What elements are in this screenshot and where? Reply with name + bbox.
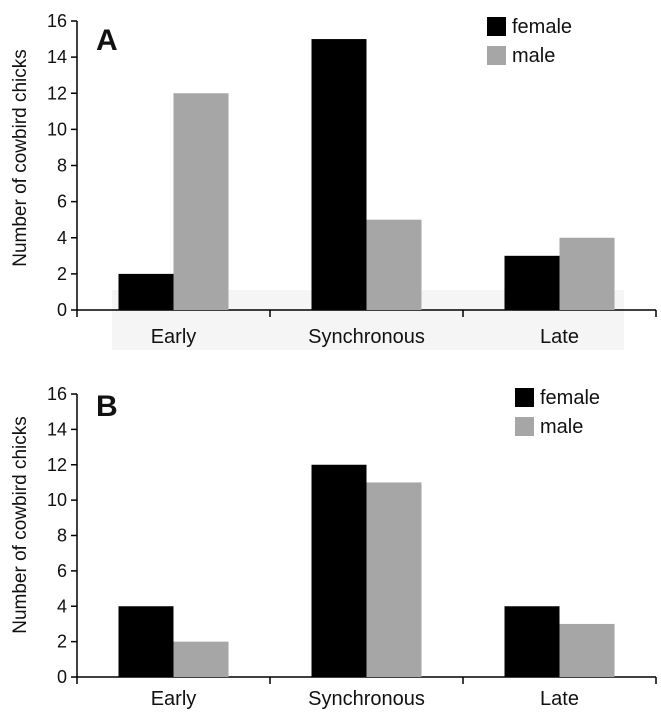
x-tick-label: Late [540,326,579,348]
y-tick-label: 14 [47,47,67,67]
panel-label: B [96,390,118,423]
y-tick-label: 2 [57,632,67,652]
bar-male-early [173,641,229,677]
x-tick-label: Early [151,326,197,348]
chart-b-svg: 0 2 4 6 8 10 12 14 16 Early Synchronous Late Number … [10,384,657,710]
y-tick-label: 10 [47,119,67,139]
y-tick-label: 10 [47,490,67,510]
x-tick-label: Synchronous [308,326,425,348]
bar-female-late [504,606,560,677]
legend-label-female: female [540,387,600,409]
y-tick-label: 8 [57,526,67,546]
legend-label-female: female [512,16,572,38]
y-tick-label: 2 [57,264,67,284]
y-tick-label: 14 [47,419,67,439]
bar-female-early [118,606,174,677]
legend-swatch-female [515,388,534,407]
bar-male-early [173,93,229,310]
legend-swatch-male [515,417,534,436]
y-tick-label: 6 [57,192,67,212]
y-tick-label: 12 [47,83,67,103]
y-axis-label: Number of cowbird chicks [10,49,31,267]
x-tick-label: Late [540,688,579,710]
y-tick-label: 4 [57,228,67,248]
y-tick-label: 12 [47,455,67,475]
y-tick-label: 8 [57,156,67,176]
panel-label: A [96,24,118,57]
y-tick-label: 4 [57,596,67,616]
bar-female-late [504,255,560,310]
legend-swatch-female [487,17,506,36]
bar-male-synchronous [366,219,422,310]
y-axis-label: Number of cowbird chicks [10,416,31,634]
y-tick-label: 16 [47,11,67,31]
chart-panel-b: 0 2 4 6 8 10 12 14 16 Early Synchronous Late Number … [0,370,661,715]
x-tick-label: Early [151,688,197,710]
y-tick-label: 16 [47,384,67,404]
bar-female-synchronous [311,39,367,310]
chart-a-svg: 0 2 4 6 8 10 12 14 16 Early Synchronous Late Number … [10,11,657,350]
bar-female-early [118,273,174,310]
bar-male-late [559,623,615,677]
chart-panel-a: 0 2 4 6 8 10 12 14 16 Early Synchronous Late Number … [10,11,657,350]
legend-label-male: male [540,416,583,438]
y-tick-label: 0 [57,300,67,320]
bar-male-synchronous [366,482,422,677]
legend-swatch-male [487,46,506,65]
y-tick-label: 0 [57,667,67,687]
bar-male-late [559,237,615,310]
y-tick-label: 6 [57,561,67,581]
x-tick-label: Synchronous [308,688,425,710]
legend-label-male: male [512,45,555,67]
bar-female-synchronous [311,464,367,677]
